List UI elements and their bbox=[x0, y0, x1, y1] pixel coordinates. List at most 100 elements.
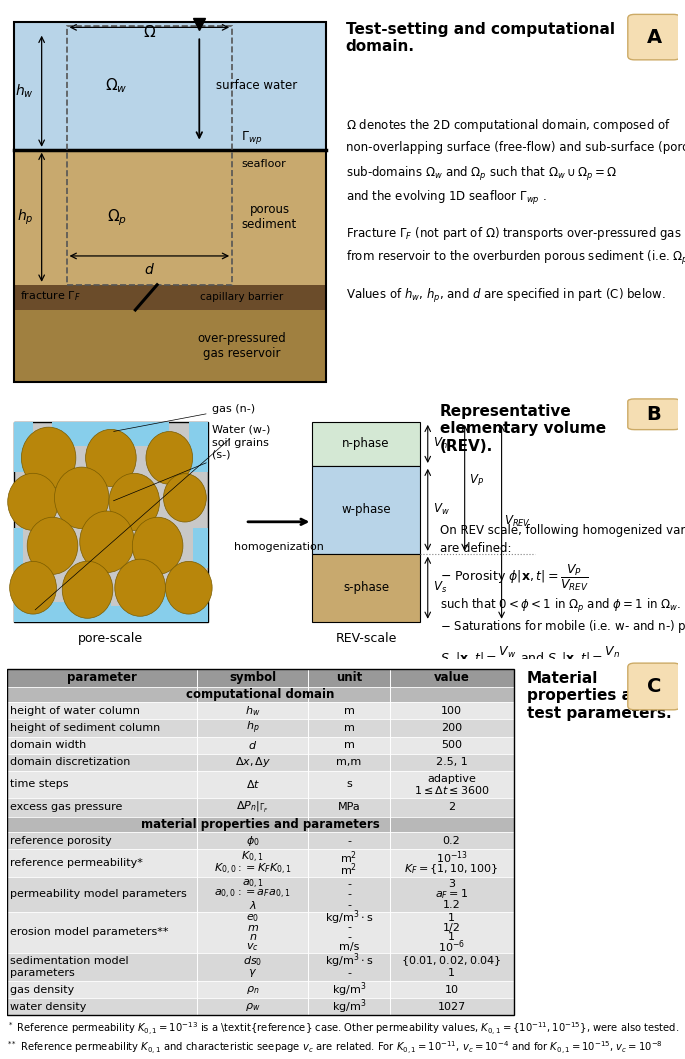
Bar bbox=[14, 568, 29, 592]
Text: $^{**}$ Reference permeability $K_{0,1}$ and characteristic seepage $v_c$ are re: $^{**}$ Reference permeability $K_{0,1}$… bbox=[7, 1040, 663, 1057]
Text: $h_w$: $h_w$ bbox=[245, 704, 260, 718]
Text: w-phase: w-phase bbox=[341, 503, 391, 517]
Text: $V_P$: $V_P$ bbox=[469, 472, 484, 488]
Bar bbox=[7, 687, 514, 702]
Ellipse shape bbox=[10, 561, 56, 614]
Text: gas density: gas density bbox=[10, 985, 75, 994]
Text: 100: 100 bbox=[441, 706, 462, 716]
Bar bbox=[7, 771, 514, 797]
Text: -: - bbox=[347, 890, 351, 899]
Ellipse shape bbox=[21, 427, 76, 488]
Bar bbox=[7, 669, 514, 687]
Bar bbox=[7, 912, 514, 953]
Text: 0.2: 0.2 bbox=[443, 836, 460, 846]
Bar bbox=[14, 527, 23, 568]
Bar bbox=[14, 421, 208, 622]
Text: 1.2: 1.2 bbox=[443, 900, 460, 910]
Bar bbox=[14, 22, 325, 149]
Text: $\Omega_w$: $\Omega_w$ bbox=[105, 76, 128, 95]
Bar bbox=[7, 832, 514, 849]
Text: domain discretization: domain discretization bbox=[10, 757, 131, 768]
Text: reference porosity: reference porosity bbox=[10, 836, 112, 846]
Bar bbox=[72, 597, 111, 622]
Text: $m$: $m$ bbox=[247, 922, 259, 933]
Text: $V_w$: $V_w$ bbox=[433, 502, 450, 518]
Bar bbox=[14, 310, 325, 382]
Bar bbox=[111, 606, 140, 622]
Text: $10^{-13}$: $10^{-13}$ bbox=[436, 849, 468, 865]
Text: 2: 2 bbox=[448, 803, 455, 812]
Text: non-overlapping surface (free-flow) and sub-surface (porous): non-overlapping surface (free-flow) and … bbox=[346, 141, 685, 155]
Text: Water (w-): Water (w-) bbox=[35, 425, 270, 610]
Text: 1/2: 1/2 bbox=[443, 922, 460, 933]
Ellipse shape bbox=[54, 467, 109, 528]
Text: 200: 200 bbox=[441, 723, 462, 733]
Text: $h_p$: $h_p$ bbox=[17, 208, 34, 227]
Text: from reservoir to the overburden porous sediment (i.e. $\Omega_p$): from reservoir to the overburden porous … bbox=[346, 249, 685, 267]
Text: time steps: time steps bbox=[10, 779, 68, 789]
Text: $a_{0,0}:=a_F a_{0,1}$: $a_{0,0}:=a_F a_{0,1}$ bbox=[214, 887, 291, 901]
Text: domain width: domain width bbox=[10, 740, 86, 750]
Bar bbox=[189, 421, 208, 472]
Text: s: s bbox=[346, 779, 352, 789]
Text: $\Omega$: $\Omega$ bbox=[142, 24, 156, 40]
Ellipse shape bbox=[109, 473, 160, 531]
Text: unit: unit bbox=[336, 671, 362, 684]
FancyBboxPatch shape bbox=[627, 399, 680, 430]
Text: $\Delta t$: $\Delta t$ bbox=[245, 778, 260, 790]
Text: $V_s$: $V_s$ bbox=[433, 580, 447, 595]
Text: $h_w$: $h_w$ bbox=[15, 83, 34, 100]
Text: On REV scale, following homogenized variables: On REV scale, following homogenized vari… bbox=[440, 524, 685, 537]
Text: Values of $h_w$, $h_p$, and $d$ are specified in part (C) below.: Values of $h_w$, $h_p$, and $d$ are spec… bbox=[346, 287, 665, 305]
Text: material properties and parameters: material properties and parameters bbox=[141, 818, 379, 831]
Text: C: C bbox=[647, 677, 661, 696]
Text: seafloor: seafloor bbox=[241, 159, 286, 168]
Text: Representative
elementary volume
(REV).: Representative elementary volume (REV). bbox=[440, 405, 606, 454]
Bar bbox=[7, 981, 514, 999]
Text: $e_0$: $e_0$ bbox=[246, 912, 260, 923]
Ellipse shape bbox=[164, 473, 206, 522]
Text: $\{0.01, 0.02, 0.04\}$: $\{0.01, 0.02, 0.04\}$ bbox=[401, 954, 502, 968]
Bar bbox=[7, 797, 514, 816]
Text: erosion model parameters**: erosion model parameters** bbox=[10, 928, 169, 937]
Text: $^*$ Reference permeability $K_{0,1}=10^{-13}$ is a \textit{reference} case. Oth: $^*$ Reference permeability $K_{0,1}=10^… bbox=[7, 1020, 680, 1037]
Bar bbox=[66, 25, 232, 285]
Bar bbox=[7, 737, 514, 754]
Text: m$^2$: m$^2$ bbox=[340, 849, 358, 865]
Text: and the evolving 1D seafloor $\Gamma_{wp}$ .: and the evolving 1D seafloor $\Gamma_{wp… bbox=[346, 190, 547, 208]
Text: fracture $\Gamma_F$: fracture $\Gamma_F$ bbox=[20, 289, 80, 303]
Text: 3: 3 bbox=[448, 879, 455, 890]
Text: $v_c$: $v_c$ bbox=[247, 940, 259, 953]
Text: m: m bbox=[343, 706, 354, 716]
Text: $\rho_n$: $\rho_n$ bbox=[246, 984, 260, 995]
Text: $10^{-6}$: $10^{-6}$ bbox=[438, 938, 465, 955]
Text: $\gamma$: $\gamma$ bbox=[248, 967, 257, 980]
Text: $V_n$: $V_n$ bbox=[433, 436, 448, 451]
Ellipse shape bbox=[62, 561, 113, 618]
Bar bbox=[14, 285, 325, 310]
Text: reference permeability*: reference permeability* bbox=[10, 859, 143, 868]
Text: $\Omega_p$: $\Omega_p$ bbox=[107, 207, 127, 228]
Text: homogenization: homogenization bbox=[234, 542, 324, 553]
Bar bbox=[192, 527, 208, 568]
Bar bbox=[7, 999, 514, 1016]
Text: 1027: 1027 bbox=[438, 1002, 466, 1011]
Text: -: - bbox=[347, 968, 351, 979]
Bar bbox=[7, 719, 514, 737]
Text: kg/m$^3\cdot$s: kg/m$^3\cdot$s bbox=[325, 952, 373, 970]
Ellipse shape bbox=[8, 473, 58, 531]
Text: $d$: $d$ bbox=[144, 262, 155, 276]
Text: 500: 500 bbox=[441, 740, 462, 750]
Text: value: value bbox=[434, 671, 469, 684]
Text: permeability model parameters: permeability model parameters bbox=[10, 890, 187, 899]
Text: capillary barrier: capillary barrier bbox=[200, 292, 283, 303]
Ellipse shape bbox=[132, 517, 183, 574]
Bar bbox=[7, 849, 514, 877]
FancyBboxPatch shape bbox=[627, 15, 680, 60]
Text: 2.5, 1: 2.5, 1 bbox=[436, 757, 467, 768]
Text: $a_{0,1}$: $a_{0,1}$ bbox=[242, 878, 264, 891]
Text: 10: 10 bbox=[445, 985, 458, 994]
Text: $\Delta x,\Delta y$: $\Delta x,\Delta y$ bbox=[234, 755, 271, 769]
Text: -: - bbox=[347, 836, 351, 846]
Text: $S_w|\mathbf{x},t|=\dfrac{V_w}{V_P}$ and $S_n|\mathbf{x},t|=\dfrac{V_n}{V_P}$: $S_w|\mathbf{x},t|=\dfrac{V_w}{V_P}$ and… bbox=[440, 645, 621, 676]
